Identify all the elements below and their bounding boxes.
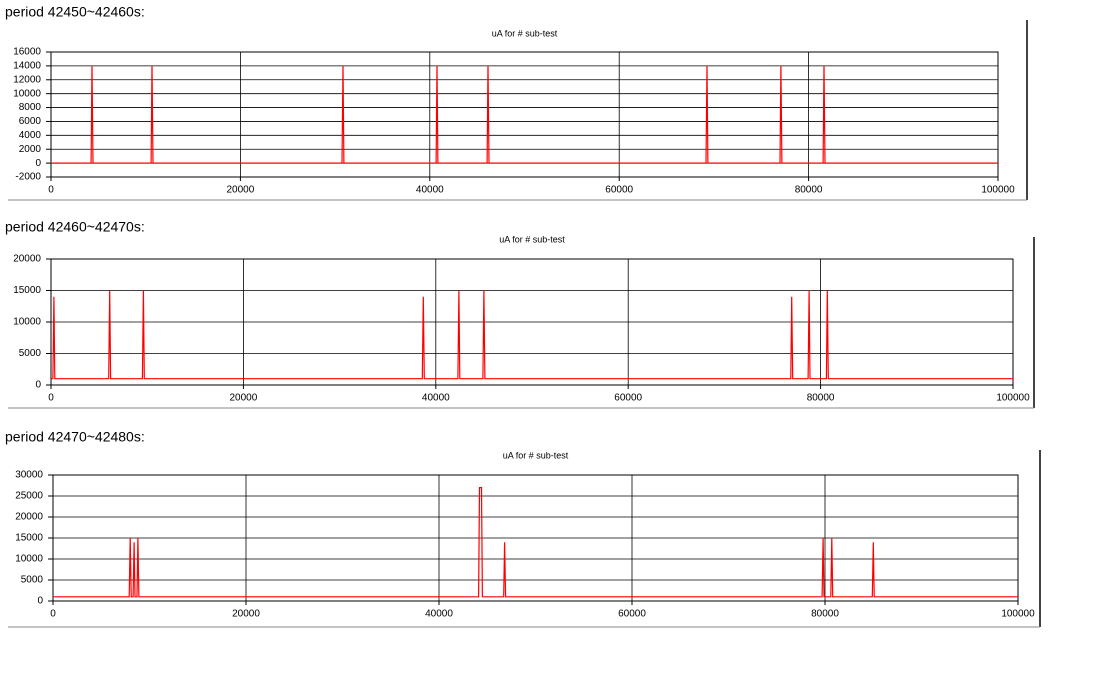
x-tick-label: 40000 (425, 609, 453, 620)
x-tick-label: 100000 (1001, 609, 1035, 620)
y-tick-label: 5000 (19, 348, 42, 359)
period-label: period 42470~42480s: (5, 429, 145, 445)
x-tick-label: 60000 (618, 609, 646, 620)
x-tick-label: 60000 (605, 185, 633, 196)
x-tick-label: 20000 (226, 185, 254, 196)
series-line (51, 290, 1013, 380)
series-line (51, 65, 998, 164)
x-tick-label: 80000 (795, 185, 823, 196)
x-tick-label: 100000 (996, 393, 1030, 404)
x-tick-label: 80000 (807, 393, 835, 404)
y-tick-label: 20000 (15, 512, 43, 523)
chart-title: uA for # sub-test (503, 450, 569, 460)
y-tick-label: 15000 (15, 533, 43, 544)
y-tick-label: 0 (37, 596, 43, 607)
chart-title: uA for # sub-test (492, 28, 558, 38)
y-tick-label: 2000 (19, 144, 42, 155)
plot-area (50, 51, 999, 178)
y-tick-label: 6000 (19, 116, 42, 127)
period-label: period 42450~42460s: (5, 4, 145, 20)
y-tick-label: 20000 (13, 254, 41, 265)
y-tick-label: 4000 (19, 130, 42, 141)
period-label: period 42460~42470s: (5, 219, 145, 235)
y-tick-label: 10000 (13, 88, 41, 99)
x-tick-label: 40000 (416, 185, 444, 196)
y-tick-label: 5000 (21, 575, 44, 586)
y-tick-label: 15000 (13, 285, 41, 296)
x-tick-label: 20000 (229, 393, 257, 404)
y-tick-label: -2000 (15, 172, 41, 183)
x-tick-label: 60000 (614, 393, 642, 404)
chart-title: uA for # sub-test (499, 234, 565, 244)
y-tick-label: 12000 (13, 74, 41, 85)
y-tick-label: 10000 (15, 554, 43, 565)
y-tick-label: 10000 (13, 317, 41, 328)
y-tick-label: 8000 (19, 102, 42, 113)
x-tick-label: 0 (48, 393, 54, 404)
y-tick-label: 14000 (13, 61, 41, 72)
x-tick-label: 80000 (811, 609, 839, 620)
y-tick-label: 16000 (13, 47, 41, 58)
series-line (53, 487, 1018, 598)
x-tick-label: 20000 (232, 609, 260, 620)
y-tick-label: 30000 (15, 470, 43, 481)
x-tick-label: 40000 (422, 393, 450, 404)
x-tick-label: 0 (48, 185, 54, 196)
y-tick-label: 0 (35, 158, 41, 169)
y-tick-label: 25000 (15, 491, 43, 502)
y-tick-label: 0 (35, 380, 41, 391)
x-tick-label: 100000 (981, 185, 1015, 196)
x-tick-label: 0 (50, 609, 56, 620)
